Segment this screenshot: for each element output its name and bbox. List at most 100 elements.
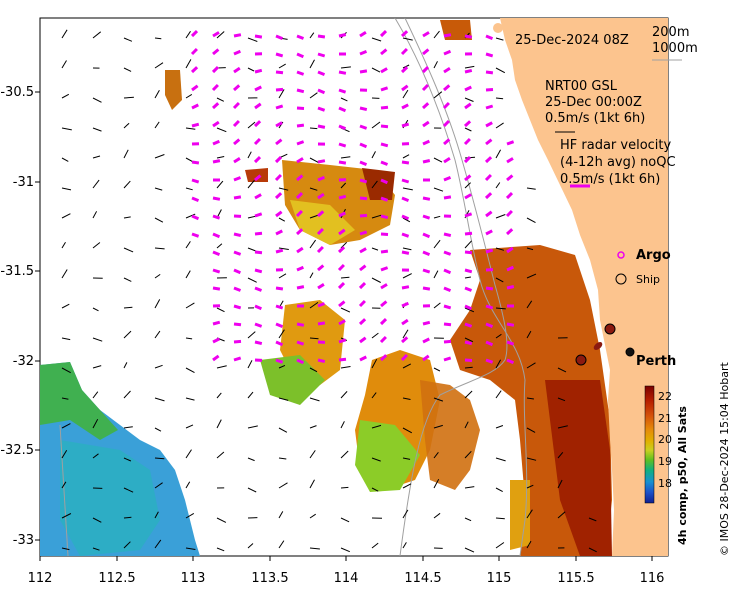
radar-vector-arrow [278, 187, 289, 191]
radar-vector-arrow [309, 479, 315, 489]
gsl-vector-arrow [401, 318, 409, 326]
radar-vector-arrow [433, 424, 443, 429]
radar-vector-arrow [61, 187, 72, 191]
radar-vector-arrow [278, 364, 286, 369]
gsl-vector-arrow [295, 192, 304, 200]
gsl-vector-arrow [422, 120, 430, 128]
radar-vector-arrow [92, 337, 103, 342]
radar-vector-arrow [216, 547, 225, 552]
gsl-vector-arrow [212, 250, 221, 256]
radar-vector-arrow [278, 247, 289, 250]
gsl-vector-arrow [253, 137, 261, 146]
radar-vector-arrow [526, 484, 534, 489]
radar-vector-arrow [464, 276, 471, 279]
radar-vector-arrow [371, 151, 376, 159]
radar-vector-arrow [402, 247, 412, 251]
gsl-vector-arrow [485, 52, 494, 58]
radar-vector-arrow [495, 487, 503, 493]
radar-vector-arrow [247, 425, 258, 429]
gsl-vector-arrow [212, 48, 220, 56]
gsl-vector-arrow [337, 263, 345, 272]
gsl-vector-arrow [359, 69, 368, 74]
radar-vector-arrow [464, 182, 471, 189]
radar-vector-arrow [402, 397, 411, 400]
radar-vector-arrow [526, 540, 532, 549]
gsl-vector-arrow [338, 88, 347, 94]
radar-vector-arrow [92, 391, 99, 399]
radar-vector-arrow [340, 66, 351, 69]
argo-legend-icon [617, 251, 625, 259]
radar-vector-arrow [402, 329, 409, 339]
gsl-vector-arrow [338, 338, 347, 344]
gsl-vector-arrow [254, 174, 262, 182]
radar-vector-arrow [185, 481, 191, 489]
gsl-vector-arrow [401, 301, 409, 308]
gsl-vector-arrow [275, 248, 284, 254]
gsl-vector-arrow [463, 137, 471, 146]
radar-vector-arrow [495, 182, 501, 189]
gsl-vector-arrow [485, 70, 494, 75]
radar-vector-arrow [433, 91, 443, 99]
radar-vector-arrow [464, 547, 475, 553]
gsl-vector-arrow [506, 157, 514, 164]
gsl-vector-arrow [317, 210, 325, 218]
radar-vector-arrow [61, 157, 69, 162]
radar-vector-arrow [123, 426, 133, 429]
radar-vector-arrow [557, 479, 563, 489]
gsl-vector-arrow [359, 50, 368, 56]
gsl-vector-arrow [443, 232, 452, 238]
gsl-vector-arrow [506, 340, 515, 346]
radar-vector-arrow [154, 457, 165, 460]
gsl-vector-arrow [233, 232, 242, 238]
gsl-vector-arrow [380, 105, 389, 110]
radar-vector-arrow [278, 273, 287, 279]
radar-vector-arrow [278, 329, 285, 339]
radar-vector-arrow [309, 214, 319, 219]
gsl-vector-arrow [400, 30, 409, 38]
x-axis: 112 112.5 113 113.5 114 114.5 115 115.5 … [28, 556, 664, 586]
gsl-vector-arrow [296, 340, 305, 346]
gsl-vector-arrow [443, 268, 452, 275]
gsl-vector-arrow [338, 300, 346, 308]
gsl-vector-arrow [401, 122, 410, 128]
gsl-vector-arrow [232, 101, 240, 110]
gsl-vector-arrow [359, 30, 367, 38]
gsl-vector-arrow [443, 176, 452, 182]
radar-vector-arrow [464, 307, 475, 313]
gsl-vector-arrow [233, 268, 241, 275]
gsl-vector-arrow [505, 192, 514, 200]
gsl-vector-arrow [253, 156, 262, 164]
gsl-vector-arrow [358, 318, 367, 326]
radar-vector-arrow [123, 516, 132, 519]
gsl-vector-arrow [485, 248, 494, 254]
gsl-vector-arrow [316, 227, 324, 236]
gsl-vector-arrow [275, 358, 284, 364]
gsl-vector-arrow [275, 286, 284, 291]
radar-vector-arrow [216, 451, 225, 459]
gsl-vector-arrow [233, 250, 242, 256]
gsl-vector-arrow [464, 304, 472, 311]
gsl-vector-arrow [212, 31, 220, 38]
y-tick-label: -31 [13, 175, 34, 190]
radar-vector-arrow [402, 427, 413, 434]
radar-vector-arrow [154, 511, 159, 519]
radar-vector-arrow [340, 486, 349, 489]
radar-vector-arrow [92, 517, 102, 523]
gsl-vector-arrow [211, 83, 219, 92]
gsl-label-line2: 25-Dec 00:00Z [545, 95, 642, 110]
radar-vector-arrow [247, 247, 257, 252]
radar-vector-arrow [495, 37, 504, 41]
radar-vector-arrow [433, 215, 441, 219]
gsl-vector-arrow [253, 120, 262, 128]
radar-vector-arrow [495, 425, 504, 429]
gsl-vector-arrow [422, 337, 430, 344]
gsl-vector-arrow [422, 31, 430, 38]
radar-vector-arrow [495, 214, 506, 219]
gsl-vector-arrow [317, 52, 326, 58]
gsl-vector-arrow [359, 124, 368, 130]
gsl-vector-arrow [254, 286, 263, 292]
radar-vector-arrow [588, 517, 597, 522]
isobath-lines [59, 18, 528, 556]
radar-vector-arrow [154, 482, 163, 489]
